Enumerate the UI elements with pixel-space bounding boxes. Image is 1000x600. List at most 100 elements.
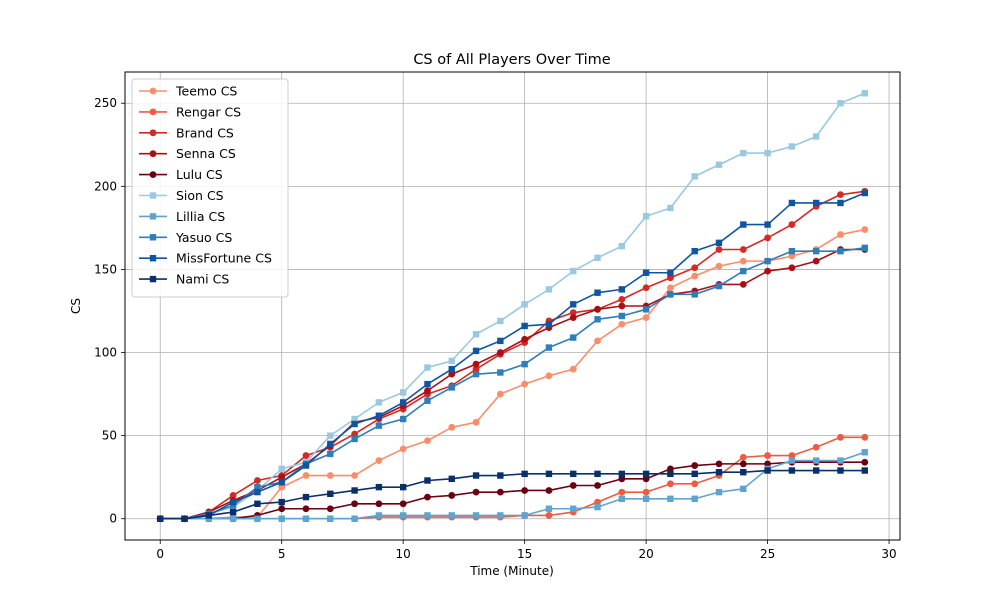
data-point-missfortune-cs	[570, 301, 577, 308]
data-point-senna-cs	[424, 387, 431, 395]
data-point-yasuo-cs	[327, 450, 334, 458]
data-point-senna-cs	[569, 314, 577, 322]
data-point-brand-cs	[837, 191, 844, 199]
data-point-yasuo-cs	[351, 435, 358, 443]
data-point-senna-cs	[739, 280, 747, 288]
data-point-brand-cs	[739, 246, 747, 253]
data-point-sion-cs	[715, 161, 723, 168]
legend-label: Yasuo CS	[175, 230, 232, 245]
data-point-missfortune-cs	[497, 337, 504, 345]
data-point-sion-cs	[861, 90, 868, 97]
data-point-lillia-cs	[545, 505, 553, 512]
series-lines	[156, 90, 869, 523]
data-point-lillia-cs	[302, 515, 310, 522]
data-point-teemo-cs	[788, 252, 796, 260]
y-axis-label: CS	[69, 298, 83, 314]
data-point-yasuo-cs	[254, 483, 261, 491]
data-point-lillia-cs	[837, 457, 844, 464]
data-point-lulu-cs	[569, 482, 577, 489]
data-point-lillia-cs	[472, 512, 480, 519]
legend-label: MissFortune CS	[176, 251, 272, 266]
data-point-lillia-cs	[399, 512, 407, 519]
data-point-teemo-cs	[399, 445, 407, 453]
series-line-sion-cs	[160, 92, 866, 520]
data-point-teemo-cs	[545, 372, 553, 380]
data-point-teemo-cs	[569, 365, 577, 373]
data-point-sion-cs	[764, 149, 771, 157]
data-point-yasuo-cs	[788, 247, 796, 255]
data-point-lulu-cs	[496, 488, 504, 496]
data-point-sion-cs	[278, 465, 285, 473]
series-line-nami-cs	[160, 469, 865, 520]
data-point-senna-cs	[448, 370, 456, 378]
data-point-senna-cs	[278, 473, 286, 481]
data-point-yasuo-cs	[715, 282, 723, 290]
data-point-missfortune-cs	[472, 347, 480, 355]
data-point-lillia-cs	[278, 515, 285, 522]
data-point-missfortune-cs	[229, 498, 237, 506]
data-point-teemo-cs	[375, 457, 383, 464]
data-point-lillia-cs	[594, 503, 601, 511]
y-tick-label: 0	[109, 512, 117, 526]
data-point-lillia-cs	[205, 515, 213, 522]
data-point-nami-cs	[229, 508, 237, 516]
data-point-nami-cs	[642, 470, 650, 478]
data-point-nami-cs	[181, 515, 188, 522]
data-point-lulu-cs	[618, 475, 626, 483]
legend-marker	[149, 275, 157, 283]
data-point-sion-cs	[521, 301, 528, 308]
data-point-lulu-cs	[448, 492, 456, 499]
data-point-missfortune-cs	[254, 488, 261, 496]
data-point-lillia-cs	[861, 449, 868, 456]
data-point-sion-cs	[618, 242, 626, 250]
y-tick-label: 100	[94, 346, 117, 360]
x-tick-label: 30	[881, 547, 896, 561]
legend-item-sion-cs: Sion CS	[139, 188, 224, 203]
data-point-nami-cs	[375, 483, 383, 491]
data-point-nami-cs	[837, 467, 844, 474]
data-point-sion-cs	[691, 173, 698, 180]
legend-marker	[149, 255, 157, 262]
data-point-yasuo-cs	[837, 247, 844, 255]
data-point-lulu-cs	[351, 500, 358, 508]
data-point-yasuo-cs	[740, 267, 747, 275]
x-tick-label: 0	[156, 547, 164, 561]
legend-label: Brand CS	[176, 125, 234, 140]
data-point-lillia-cs	[691, 495, 698, 502]
data-point-nami-cs	[448, 475, 455, 483]
data-point-teemo-cs	[326, 472, 334, 479]
data-point-sion-cs	[812, 133, 820, 140]
data-point-nami-cs	[497, 472, 504, 479]
data-point-lulu-cs	[642, 475, 650, 483]
data-point-yasuo-cs	[545, 344, 553, 351]
legend-box	[131, 78, 289, 298]
data-point-missfortune-cs	[691, 247, 698, 255]
data-point-brand-cs	[302, 452, 310, 459]
data-point-lillia-cs	[618, 495, 626, 502]
data-point-nami-cs	[205, 512, 213, 519]
data-point-rengar-cs	[642, 488, 650, 496]
data-point-nami-cs	[812, 467, 820, 474]
data-point-senna-cs	[764, 267, 771, 275]
data-point-missfortune-cs	[521, 322, 528, 330]
data-point-missfortune-cs	[399, 399, 407, 406]
data-point-yasuo-cs	[570, 334, 577, 341]
legend-marker	[149, 234, 157, 241]
data-point-missfortune-cs	[375, 412, 383, 419]
data-point-yasuo-cs	[229, 502, 237, 509]
data-point-missfortune-cs	[618, 286, 626, 293]
legend-label: Sion CS	[176, 188, 224, 203]
data-point-sion-cs	[788, 143, 796, 150]
legend-item-lulu-cs: Lulu CS	[139, 167, 223, 182]
x-tick-label: 25	[760, 547, 775, 561]
data-point-lillia-cs	[521, 512, 528, 519]
legend-item-rengar-cs: Rengar CS	[139, 104, 241, 119]
data-point-yasuo-cs	[521, 360, 528, 368]
data-point-brand-cs	[351, 430, 358, 438]
data-point-lillia-cs	[812, 457, 820, 464]
data-point-nami-cs	[278, 498, 285, 506]
data-point-brand-cs	[472, 365, 480, 373]
data-point-lulu-cs	[594, 482, 601, 489]
data-point-missfortune-cs	[302, 462, 310, 469]
data-point-teemo-cs	[278, 483, 286, 491]
